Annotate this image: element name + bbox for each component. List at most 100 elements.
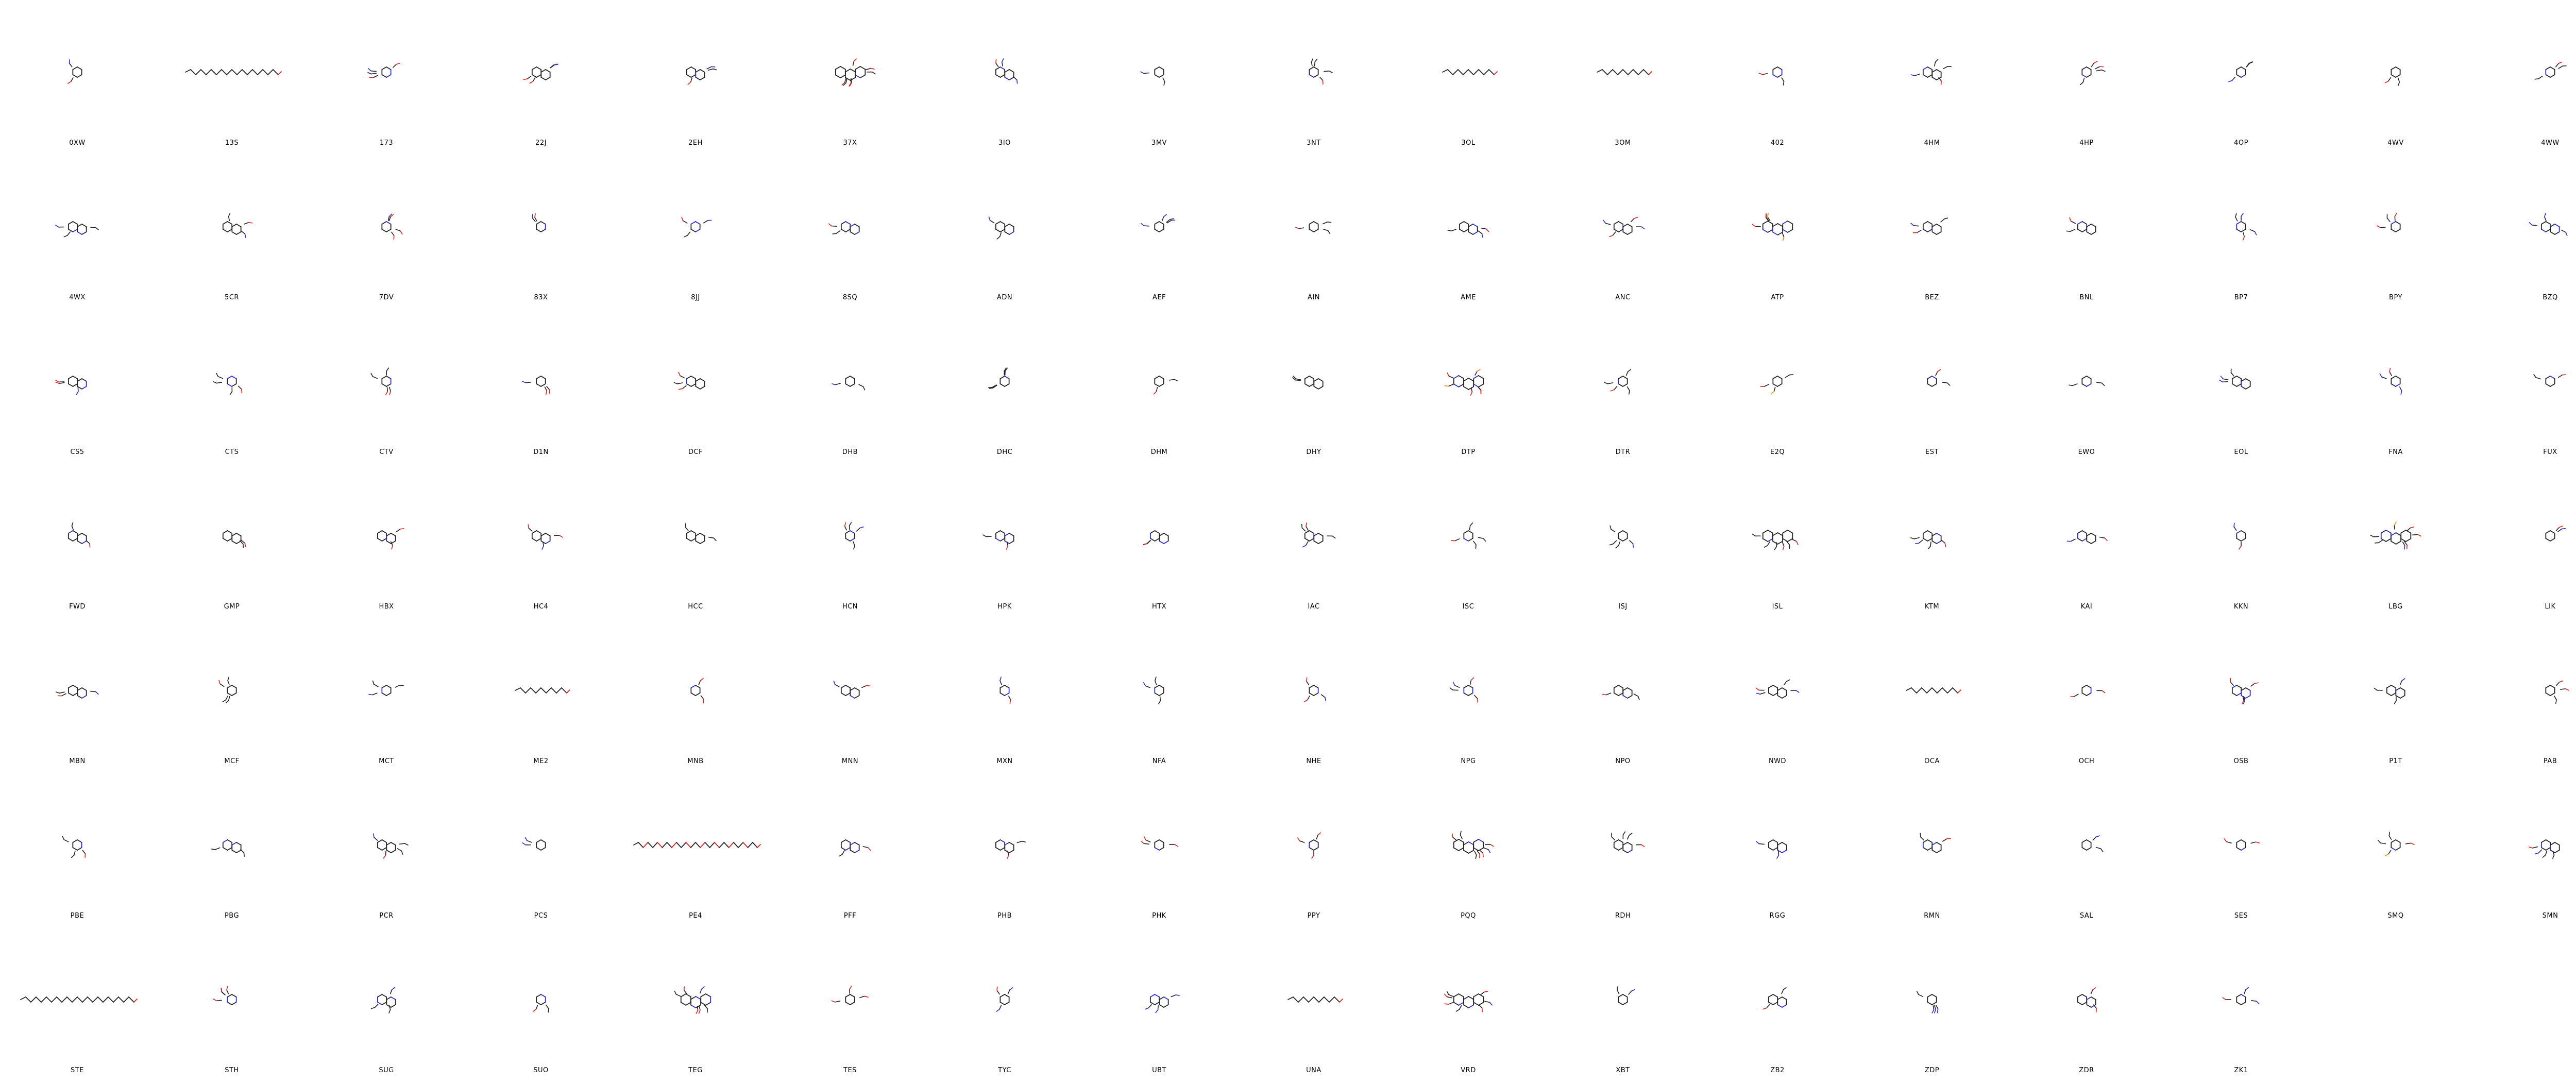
molecule-cell: HC4 [464,464,618,618]
molecule-label: 2EH [688,139,703,147]
molecule-label: GMP [224,603,240,611]
molecule-structure-drawing [1309,58,1333,84]
molecule-cell: 4WX [0,155,155,309]
molecule-label: OCH [2078,757,2095,765]
molecule-cell: 3MV [1082,0,1236,155]
molecule-label: MNB [687,757,704,765]
molecule-cell: BZQ [2473,155,2576,309]
molecule-cell: NWD [1700,618,1855,773]
molecule-cell: PBE [0,773,155,927]
molecule-label: NHE [1306,757,1321,765]
molecule-cell: BEZ [1855,155,2009,309]
molecule-cell: AIN [1236,155,1391,309]
molecule-structure-drawing [2219,368,2251,390]
molecule-cell: MCF [155,618,309,773]
molecule-label: ISJ [1618,603,1628,611]
molecule-structure-drawing [67,522,91,548]
molecule-label: FUX [2543,448,2557,456]
molecule-label: 3IO [998,139,1011,147]
molecule-cell: NPG [1391,618,1546,773]
molecule-label: CTS [225,448,239,456]
molecule-structure-drawing [2534,61,2567,80]
molecule-label: 5CR [225,294,239,301]
molecule-label: SUO [533,1067,549,1074]
molecule-cell: NFA [1082,618,1236,773]
molecule-structure-drawing [2070,685,2106,698]
molecule-structure-drawing [1301,522,1336,548]
molecule-label: BNL [2079,294,2094,301]
molecule-cell: LBG [2318,464,2473,618]
molecule-label: 37X [843,139,857,147]
molecule-label: HCC [688,603,703,611]
molecule-label: PBG [224,912,240,920]
molecule-label: ZK1 [2234,1067,2248,1074]
molecule-cell: AEF [1082,155,1236,309]
molecule-cell: 83X [464,155,618,309]
molecule-cell: 3IO [927,0,1082,155]
molecule-structure-drawing [1297,832,1321,859]
molecule-cell: IAC [1236,464,1391,618]
molecule-label: PAB [2543,757,2557,765]
molecule-structure-drawing [55,376,87,395]
molecule-label: HBX [379,603,394,611]
molecule-label: D1N [533,448,549,456]
molecule-label: 4WW [2541,139,2560,147]
molecule-label: 83X [534,294,548,301]
molecule-label: PE4 [689,912,702,920]
molecule-cell: DHB [773,309,927,464]
molecule-structure-drawing [2529,839,2560,859]
molecule-structure-drawing [988,367,1010,389]
molecule-cell: CS5 [0,309,155,464]
molecule-cell: ADN [927,155,1082,309]
molecule-cell: 3NT [1236,0,1391,155]
molecule-structure-drawing [1604,369,1632,395]
molecule-cell: SMN [2473,773,2576,927]
molecule-label: 7DV [379,294,394,301]
molecule-label: 4WV [2387,139,2404,147]
molecule-structure-drawing [2066,217,2096,235]
molecule-structure-drawing [1451,831,1494,859]
molecule-label: 4HM [1924,139,1940,147]
molecule-structure-drawing [381,213,403,240]
molecule-cell: TES [773,927,927,1082]
molecule-label: BZQ [2543,294,2558,301]
molecule-label: 4WX [69,294,86,301]
molecule-cell: HBX [309,464,464,618]
molecule-label: ANC [1615,294,1631,301]
molecule-cell: DCF [618,309,773,464]
molecule-structure-drawing [2377,213,2401,232]
molecule-structure-drawing [2224,838,2260,851]
molecule-cell: 13S [155,0,309,155]
molecule-label: RMN [1924,912,1940,920]
molecule-structure-drawing [690,678,704,703]
molecule-structure-drawing [2069,376,2105,387]
molecule-cell: EST [1855,309,2009,464]
molecule-structure-drawing [55,221,99,238]
molecule-label: DTP [1461,448,1476,456]
molecule-structure-drawing [2545,526,2566,542]
molecule-cell: ANC [1546,155,1700,309]
molecule-label: KAI [2080,603,2093,611]
molecule-structure-drawing [62,836,86,858]
molecule-cell: ZK1 [2164,927,2318,1082]
molecule-label: KKN [2233,603,2249,611]
molecule-cell: XBT [1546,927,1700,1082]
molecule-structure-drawing [1910,217,1948,235]
molecule-label: SAL [2079,912,2094,920]
molecule-structure-drawing [681,216,712,238]
molecule-structure-drawing [1442,69,1498,75]
molecule-label: CTV [379,448,394,456]
molecule-structure-drawing [211,839,245,857]
molecule-structure-drawing [999,677,1011,704]
molecule-cell: OCH [2009,618,2164,773]
molecule-structure-drawing [1916,991,1939,1013]
molecule-label: DHM [1150,448,1168,456]
molecule-label: UBT [1152,1067,1166,1074]
molecule-cell: 5CR [155,155,309,309]
molecule-structure-drawing [222,530,246,548]
molecule-structure-drawing [515,687,570,694]
molecule-structure-drawing [213,986,237,1005]
molecule-label: 22J [535,139,547,147]
molecule-cell: BP7 [2164,155,2318,309]
